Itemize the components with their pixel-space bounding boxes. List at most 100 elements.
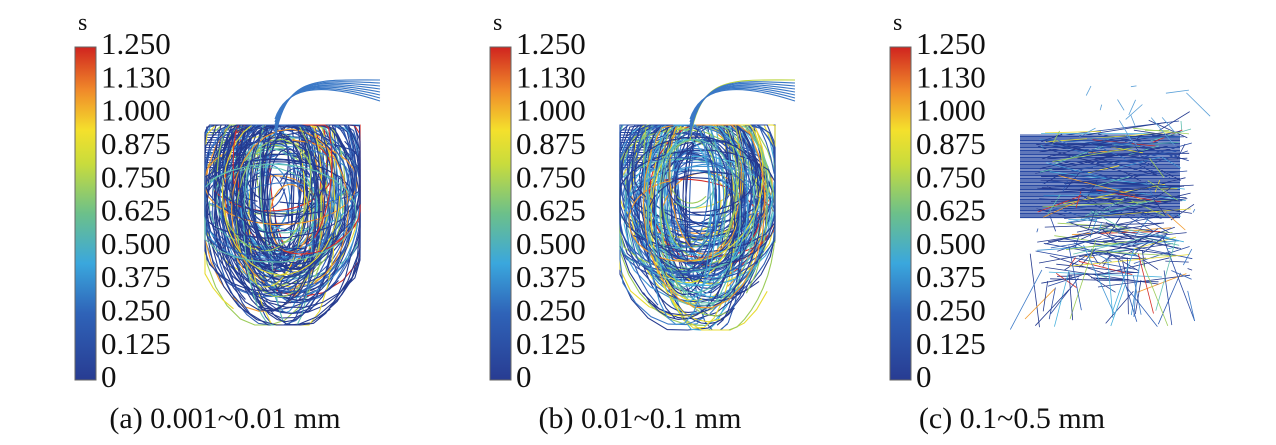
trajectory <box>243 143 275 326</box>
trajectory <box>1149 158 1165 178</box>
trajectory <box>1035 158 1106 174</box>
outlet-trajectory <box>274 89 381 120</box>
trajectories <box>619 79 796 331</box>
trajectory <box>650 145 703 302</box>
trajectory <box>1036 208 1066 216</box>
trajectory <box>1165 212 1176 217</box>
trajectory <box>252 147 301 266</box>
trajectory <box>1078 248 1097 268</box>
trajectory <box>684 124 743 326</box>
trajectory <box>1080 199 1117 215</box>
trajectory <box>243 214 284 282</box>
trajectory <box>646 171 776 265</box>
trajectory <box>1103 236 1125 244</box>
trajectory <box>1064 253 1089 271</box>
trajectory <box>1069 254 1190 267</box>
trajectory <box>1062 207 1117 212</box>
trajectory <box>666 179 740 216</box>
trajectory <box>1164 211 1186 231</box>
trajectory <box>1094 250 1176 257</box>
trajectory <box>1180 120 1183 131</box>
trajectory <box>1083 245 1115 315</box>
trajectory <box>1064 210 1159 219</box>
trajectory <box>633 136 757 213</box>
trajectory <box>1037 222 1165 243</box>
trajectory <box>1045 162 1106 179</box>
colorbar-tick-label: 0.125 <box>101 326 171 361</box>
trajectory <box>1157 272 1181 325</box>
trajectories <box>204 79 381 326</box>
colorbar-unit: s <box>893 10 902 36</box>
trajectory <box>1097 274 1191 288</box>
trajectory <box>212 124 338 326</box>
panel: s 1.2501.1301.0000.8750.7500.6250.5000.37… <box>889 10 1211 435</box>
colorbar-tick-label: 0.875 <box>916 126 986 161</box>
colorbar-tick-label: 0.875 <box>516 126 586 161</box>
trajectory <box>1042 199 1175 208</box>
trajectory <box>1159 111 1190 131</box>
trajectory <box>1137 253 1154 314</box>
trajectory <box>1074 190 1120 196</box>
colorbar-tick-label: 0.625 <box>516 193 586 228</box>
caption: (c) 0.1~0.5 mm <box>919 402 1105 435</box>
trajectory <box>1090 196 1192 214</box>
trajectory <box>1054 184 1194 193</box>
trajectory <box>1036 228 1039 233</box>
colorbar-tick-label: 1.000 <box>516 93 586 128</box>
trajectory <box>1078 243 1144 258</box>
trajectory <box>1187 268 1193 271</box>
colorbar-unit: s <box>78 10 87 36</box>
trajectory <box>218 181 323 215</box>
trajectory <box>1054 185 1155 188</box>
trajectory <box>295 137 332 252</box>
trajectory <box>231 124 285 255</box>
colorbar-tick-label: 0.750 <box>916 159 986 194</box>
trajectory <box>1079 121 1167 137</box>
trajectory <box>1139 142 1192 158</box>
trajectory <box>1105 228 1177 241</box>
colorbar-tick-label: 0.125 <box>916 326 986 361</box>
trajectory <box>1044 231 1091 245</box>
trajectory <box>1081 152 1190 155</box>
colorbar <box>74 46 97 381</box>
trajectory <box>1044 222 1164 228</box>
outlet-trajectory <box>274 84 381 132</box>
trajectory <box>627 124 776 280</box>
trajectory <box>1044 143 1090 151</box>
outlet-trajectory <box>689 85 796 129</box>
trajectory <box>1132 127 1190 135</box>
trajectory <box>624 165 758 218</box>
outlet-trajectory <box>689 89 796 120</box>
trajectory <box>1107 200 1162 219</box>
colorbar-tick-label: 1.250 <box>916 26 986 61</box>
outlet-trajectory <box>689 86 796 126</box>
trajectory <box>230 128 349 285</box>
colorbar-tick-label: 0 <box>916 359 932 394</box>
trajectory <box>1148 119 1188 139</box>
trajectory <box>1139 164 1158 176</box>
trajectory <box>222 124 320 234</box>
colorbar-tick-label: 1.130 <box>101 59 171 94</box>
trajectory <box>1041 169 1109 178</box>
trajectory <box>1177 213 1181 217</box>
trajectory <box>1063 177 1121 184</box>
trajectory <box>1088 142 1127 160</box>
trajectory <box>204 124 351 261</box>
trajectory <box>1128 145 1160 156</box>
trajectory <box>1105 290 1134 324</box>
colorbar-unit: s <box>493 10 502 36</box>
colorbar-tick-label: 0.375 <box>101 259 171 294</box>
trajectory <box>1084 210 1098 217</box>
trajectory <box>1101 199 1155 214</box>
trajectory <box>1098 191 1187 199</box>
colorbar-tick-label: 0.250 <box>516 293 586 328</box>
trajectory <box>1097 157 1188 163</box>
trajectory <box>1117 259 1138 322</box>
trajectory <box>1077 143 1171 150</box>
trajectory <box>1136 134 1143 140</box>
colorbar-tick-label: 0 <box>516 359 532 394</box>
trajectory <box>1079 127 1096 138</box>
trajectory <box>231 127 360 285</box>
trajectory <box>1099 197 1144 215</box>
trajectory <box>619 124 776 303</box>
